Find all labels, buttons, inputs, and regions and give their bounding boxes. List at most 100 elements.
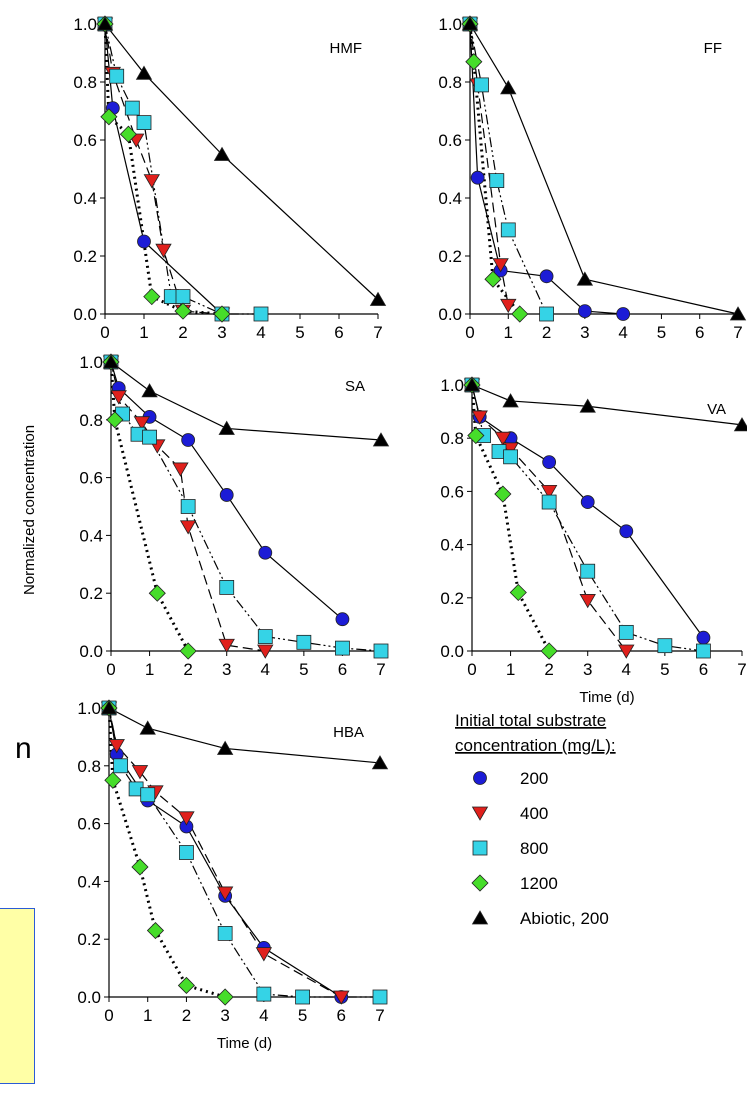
data-point — [619, 524, 634, 539]
data-point — [492, 258, 509, 273]
y-tick-label: 0.4 — [79, 526, 103, 545]
series-line-abiotic-200 — [108, 707, 381, 764]
data-point — [133, 416, 151, 431]
data-point — [175, 289, 191, 305]
data-point — [577, 304, 592, 319]
x-tick-label: 2 — [183, 660, 192, 679]
data-point — [371, 755, 389, 770]
data-point — [219, 488, 234, 502]
data-point — [511, 305, 529, 323]
x-tick-label: 2 — [178, 323, 187, 342]
data-point — [131, 858, 149, 876]
x-tick-label: 2 — [542, 323, 551, 342]
panel-title: FF — [704, 40, 722, 57]
y-tick-label: 1.0 — [73, 15, 97, 34]
data-point — [729, 306, 747, 321]
data-point — [218, 638, 235, 654]
data-point — [256, 986, 272, 1002]
data-point — [108, 739, 125, 754]
y-tick-label: 0.0 — [79, 642, 103, 661]
y-tick-label: 0.8 — [438, 73, 462, 92]
x-axis-label: Time (d) — [217, 1035, 272, 1052]
data-point — [119, 125, 137, 143]
x-tick-label: 5 — [657, 323, 666, 342]
data-point — [135, 65, 153, 80]
y-tick-label: 0.4 — [73, 189, 97, 208]
panel-title: SA — [345, 378, 365, 395]
legend: Initial total substrate concentration (mg… — [455, 711, 616, 928]
data-point — [474, 77, 489, 93]
data-point — [143, 288, 161, 306]
data-point — [178, 811, 195, 826]
data-point — [174, 302, 192, 320]
data-point — [179, 845, 194, 860]
y-axis-label: Normalized concentration — [21, 425, 38, 595]
series-line-800 — [469, 23, 548, 315]
data-point — [218, 420, 235, 435]
y-tick-label: 0.0 — [440, 642, 464, 661]
data-point — [179, 642, 197, 660]
x-tick-label: 3 — [220, 1006, 229, 1025]
data-point — [295, 989, 310, 1005]
data-point — [180, 499, 196, 514]
x-tick-label: 0 — [100, 323, 109, 342]
legend-label: 200 — [520, 769, 548, 788]
data-point — [113, 758, 129, 774]
data-point — [139, 720, 156, 735]
x-tick-label: 2 — [544, 660, 553, 679]
y-tick-label: 0.6 — [79, 469, 103, 488]
data-point — [540, 484, 558, 500]
data-point — [155, 243, 172, 259]
series-line-200 — [104, 23, 223, 315]
data-point — [100, 108, 118, 126]
data-point — [216, 740, 234, 755]
data-point — [177, 976, 195, 995]
x-tick-label: 6 — [695, 323, 704, 342]
series-line-abiotic-200 — [469, 23, 739, 315]
x-tick-label: 3 — [580, 323, 589, 342]
data-point — [106, 411, 124, 429]
data-point — [217, 926, 233, 941]
x-tick-label: 2 — [182, 1006, 191, 1025]
x-tick-label: 1 — [143, 1006, 152, 1025]
x-axis-label: Time (d) — [579, 689, 634, 706]
x-tick-label: 0 — [465, 323, 474, 342]
data-point — [579, 594, 596, 609]
y-tick-label: 0.6 — [77, 815, 101, 834]
data-point — [500, 298, 517, 314]
data-point — [219, 580, 235, 595]
x-tick-label: 4 — [256, 323, 265, 342]
data-point — [618, 624, 634, 640]
legend-marker — [472, 840, 488, 856]
series-line-400 — [104, 23, 223, 315]
y-tick-label: 0.0 — [77, 988, 101, 1007]
cropped-text-fragment: n — [15, 732, 32, 765]
data-point — [102, 354, 120, 369]
x-tick-label: 5 — [299, 660, 308, 679]
data-point — [258, 545, 273, 560]
data-point — [576, 271, 594, 286]
series-line-abiotic-200 — [110, 361, 382, 441]
data-point — [255, 947, 273, 962]
x-tick-label: 6 — [337, 1006, 346, 1025]
data-point — [461, 16, 479, 31]
data-point — [141, 383, 158, 398]
x-tick-label: 0 — [467, 660, 476, 679]
panel-ff: 0 1 2 3 4 5 6 7 0.0 0.2 0.4 0.6 0.8 1.0 FF — [438, 15, 747, 342]
x-tick-label: 6 — [334, 323, 343, 342]
data-point — [542, 455, 557, 470]
data-point — [369, 291, 387, 306]
panel-hba: 0 1 2 3 4 5 6 7 0.0 0.2 0.4 0.6 0.8 1.0 HBA Time (d) — [77, 699, 389, 1052]
data-point — [137, 234, 151, 249]
y-tick-label: 0.6 — [440, 482, 464, 501]
data-point — [181, 433, 196, 447]
data-point — [467, 426, 485, 445]
data-point — [616, 307, 631, 321]
x-tick-label: 4 — [618, 323, 627, 342]
data-point — [579, 398, 596, 413]
data-point — [733, 417, 747, 432]
data-point — [143, 174, 160, 189]
x-tick-label: 1 — [504, 323, 513, 342]
series-line-1200 — [109, 361, 190, 652]
x-tick-label: 6 — [338, 660, 347, 679]
